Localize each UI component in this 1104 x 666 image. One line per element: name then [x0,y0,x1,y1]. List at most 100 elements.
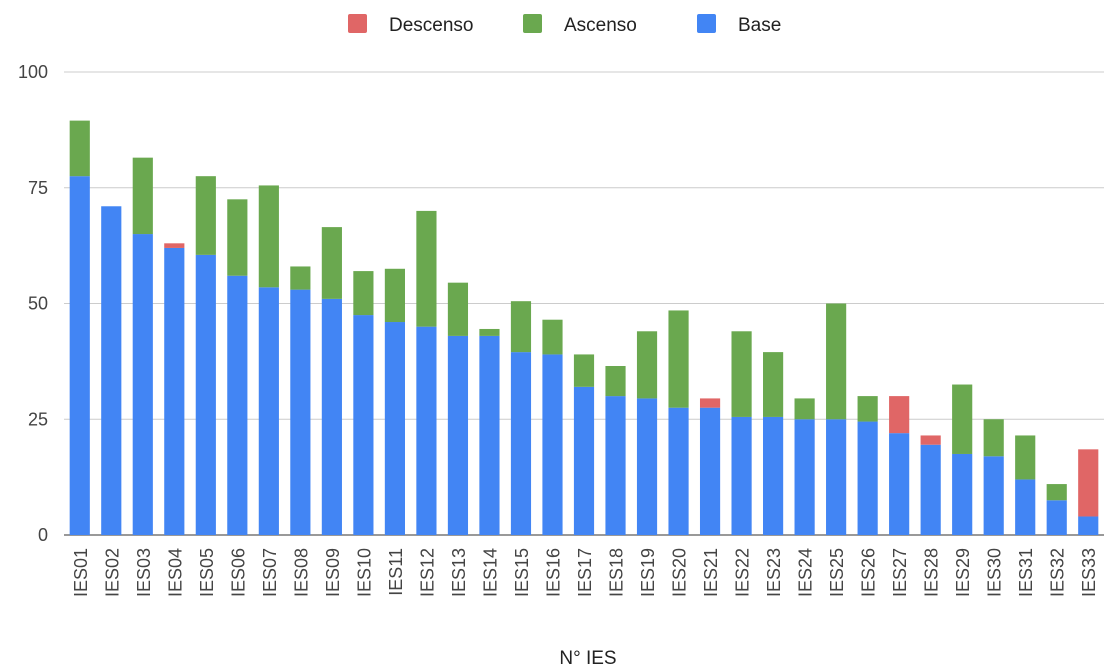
bar-base-ies09 [321,298,342,535]
y-tick-label: 25 [28,409,48,429]
bar-base-ies07 [258,287,279,535]
bar-descenso-ies28 [920,435,941,445]
bar-ascenso-ies23 [763,352,784,417]
bar-base-ies06 [227,275,248,535]
bar-ascenso-ies09 [321,227,342,299]
bars [69,120,1099,536]
bar-base-ies31 [1015,479,1036,535]
x-tick-label: IES23 [764,548,784,597]
bar-base-ies33 [1078,516,1099,535]
bar-descenso-ies27 [889,396,910,434]
bar-base-ies19 [636,398,658,535]
legend-label-ascenso: Ascenso [564,15,637,36]
bar-descenso-ies33 [1078,449,1099,517]
bar-ascenso-ies25 [826,303,847,420]
legend: Descenso Ascenso Base [348,14,781,36]
bar-ascenso-ies22 [731,331,752,417]
x-tick-label: IES05 [197,548,217,597]
bar-ascenso-ies08 [290,266,311,290]
x-tick-label: IES13 [449,548,469,597]
x-tick-label: IES02 [102,548,122,597]
bar-base-ies11 [384,322,405,535]
x-tick-label: IES31 [1016,548,1036,597]
x-tick-label: IES03 [134,548,154,597]
bar-base-ies13 [447,335,469,535]
bar-base-ies32 [1046,500,1067,535]
bar-ascenso-ies32 [1046,484,1067,501]
x-tick-label: IES22 [733,548,753,597]
bar-ascenso-ies12 [416,210,437,327]
x-tick-label: IES14 [480,548,500,597]
legend-swatch-base [697,14,716,33]
x-tick-label: IES11 [386,548,406,596]
bar-ascenso-ies31 [1015,435,1036,480]
legend-swatch-descenso [348,14,367,33]
x-tick-label: IES07 [260,548,280,597]
x-tick-label: IES26 [859,548,879,597]
bar-base-ies15 [510,352,532,535]
bar-base-ies02 [101,206,122,535]
bar-ascenso-ies06 [227,199,248,276]
x-tick-label: IES24 [796,548,816,597]
x-tick-label: IES18 [607,548,627,597]
bar-ascenso-ies13 [447,282,469,336]
bar-base-ies24 [794,419,815,535]
bar-base-ies10 [353,315,374,535]
bar-base-ies05 [195,254,216,535]
bar-base-ies28 [920,444,941,535]
bar-base-ies20 [668,407,689,535]
x-tick-label: IES29 [953,548,973,597]
bar-ascenso-ies26 [857,396,878,422]
bar-ascenso-ies07 [258,185,279,288]
bar-ascenso-ies05 [195,176,216,255]
x-tick-label: IES10 [354,548,374,597]
bar-ascenso-ies03 [132,157,153,235]
bar-base-ies08 [290,289,311,535]
bar-base-ies16 [542,354,563,535]
bar-ascenso-ies18 [605,366,626,397]
x-tick-label: IES16 [543,548,563,597]
x-tick-label: IES09 [323,548,343,597]
x-tick-label: IES28 [922,548,942,597]
y-tick-label: 100 [18,62,48,82]
bar-ascenso-ies11 [384,268,405,323]
bar-base-ies18 [605,396,626,535]
bar-base-ies30 [983,456,1004,535]
bar-ascenso-ies14 [479,328,500,336]
bar-ascenso-ies10 [353,271,374,316]
bar-base-ies25 [826,419,847,535]
y-axis-ticks: 0 25 50 75 100 [18,62,48,545]
legend-label-descenso: Descenso [389,15,474,36]
bar-base-ies12 [416,326,437,535]
bar-ascenso-ies17 [573,354,595,387]
y-tick-label: 50 [28,294,48,314]
bar-descenso-ies04 [164,243,185,248]
x-tick-label: IES12 [417,548,437,597]
x-tick-label: IES08 [291,548,311,597]
bar-descenso-ies21 [699,398,721,408]
bar-base-ies04 [164,247,185,535]
x-tick-label: IES27 [890,548,910,597]
legend-label-base: Base [738,15,781,36]
x-axis-ticks: IES01 IES02 IES03 IES04 IES05 IES06 IES07 IES08… [71,548,1099,597]
bar-ascenso-ies01 [69,120,90,177]
x-tick-label: IES19 [638,548,658,597]
x-axis-title: N° IES [559,648,616,666]
bar-base-ies22 [731,416,752,535]
x-tick-label: IES17 [575,548,595,597]
bar-base-ies03 [132,234,153,536]
bar-base-ies01 [69,176,90,536]
bar-base-ies21 [699,407,721,535]
bar-ascenso-ies24 [794,398,815,420]
x-tick-label: IES21 [701,548,721,597]
bar-base-ies27 [889,433,910,535]
x-tick-label: IES15 [512,548,532,597]
x-tick-label: IES01 [71,548,91,597]
bar-ascenso-ies29 [952,384,973,454]
bar-ascenso-ies16 [542,319,563,355]
bar-ascenso-ies30 [983,419,1004,457]
bar-ascenso-ies15 [510,301,532,353]
x-tick-label: IES04 [165,548,185,597]
